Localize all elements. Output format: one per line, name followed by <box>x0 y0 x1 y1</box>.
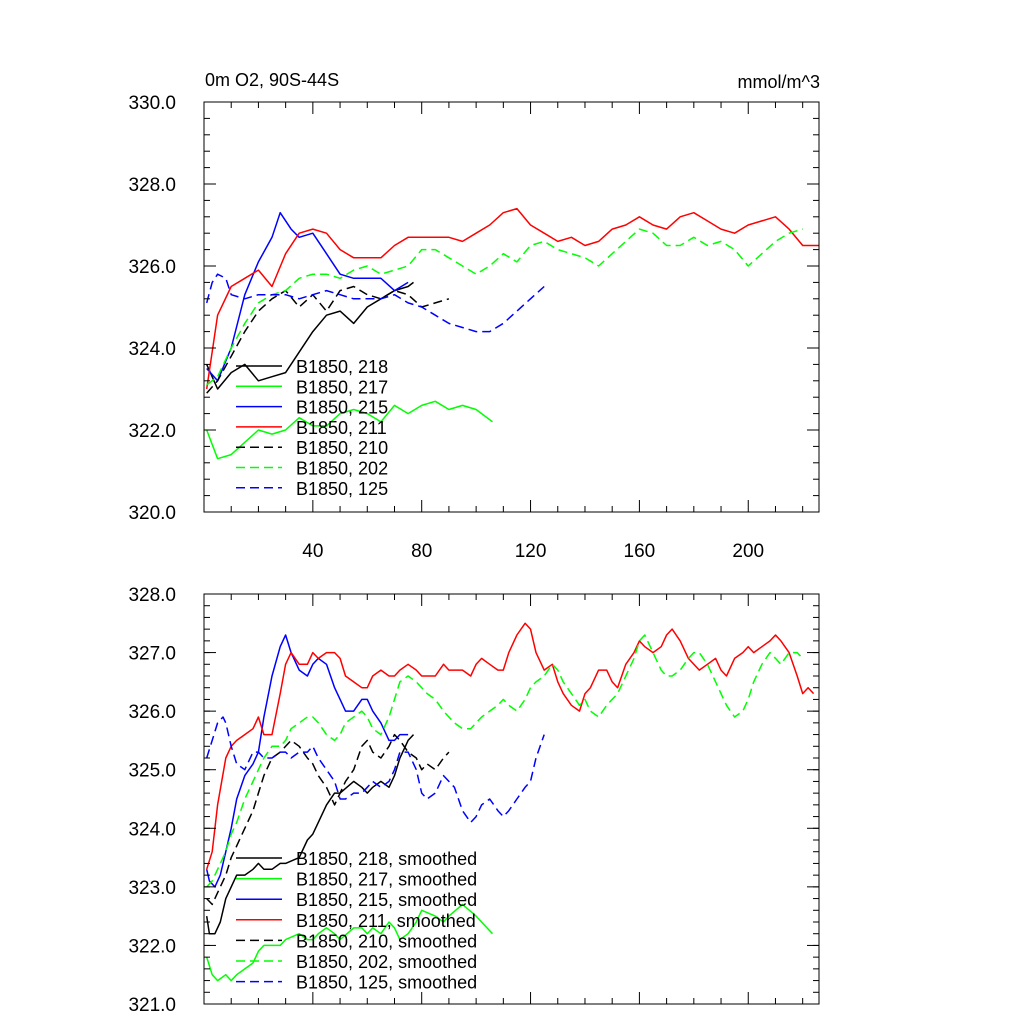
y-tick-label: 321.0 <box>128 995 176 1016</box>
plot-frame <box>203 101 820 513</box>
bottom-panel: 321.0 322.0 323.0 324.0 325.0 326.0 327.0 328.0… <box>128 585 820 1016</box>
series-line-0 <box>205 734 415 935</box>
y-tick-label: 328.0 <box>128 175 176 196</box>
y-tick-label: 328.0 <box>128 585 176 606</box>
legend-label-3: B1850, 211 <box>296 418 387 438</box>
legend-label-6: B1850, 125, smoothed <box>296 973 477 993</box>
x-tick-label: 40 <box>302 541 323 562</box>
series-line-6 <box>205 273 545 333</box>
legend-label-0: B1850, 218 <box>296 357 388 377</box>
legend-label-4: B1850, 210 <box>296 438 388 458</box>
y-tick-label: 326.0 <box>128 257 176 278</box>
y-tick-label: 322.0 <box>128 936 176 957</box>
series-line-1 <box>205 400 493 460</box>
y-tick-label: 320.0 <box>128 503 176 524</box>
y-tick-label: 323.0 <box>128 878 176 899</box>
series-line-4 <box>206 285 450 394</box>
x-tick-label: 200 <box>732 541 764 562</box>
series-line-6 <box>205 716 545 824</box>
series-line-5 <box>206 228 803 386</box>
series-line-5 <box>206 634 804 888</box>
legend-label-1: B1850, 217, smoothed <box>296 870 477 890</box>
x-tick-label: 160 <box>624 541 656 562</box>
legend-label-2: B1850, 215, smoothed <box>296 890 477 910</box>
x-tick-label: 80 <box>411 541 432 562</box>
series-line-3 <box>205 622 815 870</box>
series-line-2 <box>205 634 409 888</box>
legend-label-6: B1850, 125 <box>296 479 388 499</box>
y-tick-label: 327.0 <box>128 644 176 665</box>
y-tick-label: 324.0 <box>128 339 176 360</box>
legend-label-0: B1850, 218, smoothed <box>296 849 477 869</box>
y-tick-label: 330.0 <box>128 93 176 114</box>
series-line-1 <box>205 903 494 982</box>
x-tick-label: 120 <box>515 541 547 562</box>
legend-label-5: B1850, 202 <box>296 459 388 479</box>
legend-label-4: B1850, 210, smoothed <box>296 931 477 951</box>
plot-frame <box>203 593 820 1005</box>
y-tick-label: 322.0 <box>128 421 176 442</box>
legend-label-3: B1850, 211, smoothed <box>296 911 476 931</box>
series-line-2 <box>206 211 409 382</box>
y-tick-label: 324.0 <box>128 819 176 840</box>
legend-label-1: B1850, 217 <box>296 377 388 397</box>
legend-label-5: B1850, 202, smoothed <box>296 952 477 972</box>
units-label: mmol/m^3 <box>738 72 820 92</box>
series-line-3 <box>205 207 819 390</box>
top-panel: 0m O2, 90S-44S mmol/m^3 320.0 322.0 324.0 3… <box>128 70 820 562</box>
legend-label-2: B1850, 215 <box>296 398 388 418</box>
y-tick-label: 326.0 <box>128 702 176 723</box>
y-tick-label: 325.0 <box>128 761 176 782</box>
series-line-4 <box>206 733 450 906</box>
panel-title: 0m O2, 90S-44S <box>205 70 339 90</box>
